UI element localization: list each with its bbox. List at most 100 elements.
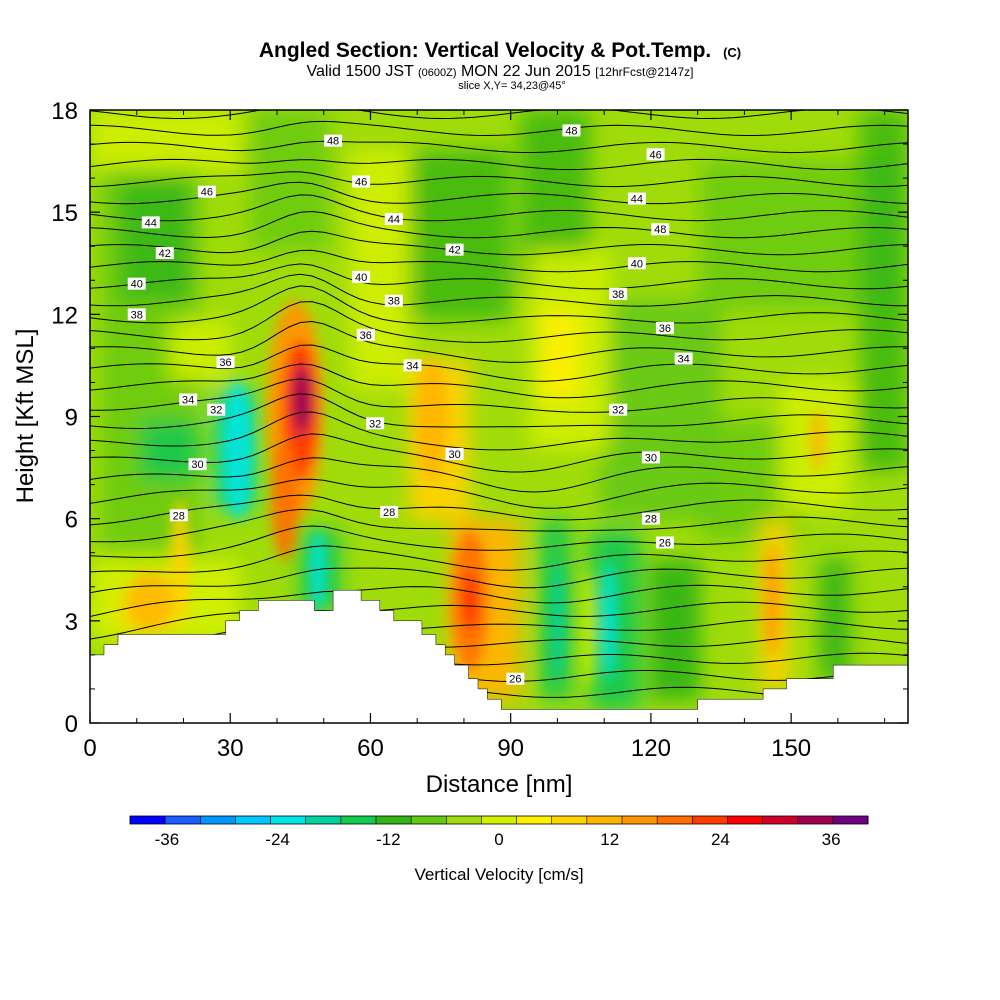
colorbar-swatch xyxy=(270,816,307,824)
isentrope-line xyxy=(90,273,908,307)
isentrope-line xyxy=(90,285,908,324)
isentrope-line xyxy=(90,433,908,473)
contour-label: 28 xyxy=(380,505,399,519)
y-tick-label: 18 xyxy=(51,98,78,125)
colorbar-swatch xyxy=(481,816,517,824)
contour-label-text: 40 xyxy=(631,258,643,270)
colorbar-tick-label: 36 xyxy=(822,830,841,849)
contour-labels: 48 48 48 46 46 46 44 44 44 42 42 40 40 40 38 38 38 36 36 36… xyxy=(127,124,693,686)
contour-label: 48 xyxy=(324,134,343,148)
isentrope-line xyxy=(90,210,908,239)
colorbar-tick-label: 12 xyxy=(600,830,619,849)
potential-temperature-contours xyxy=(90,110,908,723)
contour-label: 30 xyxy=(188,458,207,471)
colorbar-swatch xyxy=(586,816,623,824)
contour-label-text: 26 xyxy=(509,674,521,686)
contour-label: 48 xyxy=(651,223,670,236)
contour-label: 46 xyxy=(646,148,665,161)
contour-label: 40 xyxy=(127,277,146,291)
x-tick-label: 0 xyxy=(83,735,96,762)
colorbar-swatch xyxy=(200,816,236,824)
colorbar-swatch xyxy=(692,816,728,824)
y-tick-label: 9 xyxy=(65,405,78,432)
x-tick-label: 120 xyxy=(631,735,671,762)
contour-label: 36 xyxy=(216,356,235,369)
colorbar-swatch xyxy=(446,816,482,824)
contour-label: 48 xyxy=(562,124,581,137)
colorbar-label: Vertical Velocity [cm/s] xyxy=(414,865,583,884)
isentrope-line xyxy=(90,363,908,399)
contour-label-text: 34 xyxy=(406,360,418,372)
isentrope-line xyxy=(90,567,908,594)
contour-label-text: 30 xyxy=(191,459,203,471)
isentrope-line xyxy=(90,601,908,640)
contour-label-text: 38 xyxy=(612,289,624,301)
contour-label: 42 xyxy=(155,247,174,260)
y-tick-label: 15 xyxy=(51,200,78,227)
isentrope-line xyxy=(90,263,908,290)
colorbar-frame xyxy=(129,815,869,825)
contour-label: 42 xyxy=(445,243,464,257)
isentrope-line xyxy=(90,181,908,205)
contour-label: 46 xyxy=(352,175,371,189)
contour-label-text: 34 xyxy=(182,394,194,406)
chart-subtitle: Valid 1500 JST (0600Z) MON 22 Jun 2015 [… xyxy=(306,63,693,80)
isentrope-line xyxy=(90,457,908,493)
x-tick-label: 30 xyxy=(217,735,244,762)
colorbar-swatch xyxy=(305,816,342,824)
contour-label-text: 28 xyxy=(173,510,185,522)
contour-label-text: 26 xyxy=(659,538,671,550)
colorbar-tick-label: -36 xyxy=(155,830,180,849)
contour-label-text: 48 xyxy=(327,136,339,148)
contour-label-text: 46 xyxy=(649,149,661,161)
isentrope-line xyxy=(90,301,908,343)
contour-label: 44 xyxy=(141,216,160,229)
colorbar-swatch xyxy=(516,816,553,824)
contour-label-text: 30 xyxy=(645,452,657,464)
x-tick-label: 90 xyxy=(497,735,524,762)
contour-label: 32 xyxy=(366,417,385,430)
contour-label-text: 38 xyxy=(131,309,143,321)
isentrope-line xyxy=(90,478,908,509)
isentrope-line xyxy=(90,158,908,171)
contour-label: 34 xyxy=(403,359,422,372)
terrain xyxy=(90,589,908,723)
isentrope-line xyxy=(90,140,908,154)
contour-label-text: 36 xyxy=(219,357,231,369)
contour-label-text: 44 xyxy=(388,214,400,226)
contour-label-text: 34 xyxy=(678,354,690,366)
x-tick-label: 150 xyxy=(771,735,811,762)
contour-label: 32 xyxy=(609,403,628,417)
colorbar-swatch xyxy=(235,816,271,824)
contour-label-text: 42 xyxy=(448,245,460,257)
contour-label: 40 xyxy=(627,257,646,270)
isentrope-line xyxy=(90,120,908,137)
contour-label: 38 xyxy=(384,294,403,308)
contour-label: 36 xyxy=(655,321,674,335)
contour-label-text: 28 xyxy=(645,514,657,526)
contour-label: 36 xyxy=(356,328,375,342)
isentrope-line xyxy=(90,378,908,413)
contour-label: 32 xyxy=(207,403,226,417)
colorbar-swatch xyxy=(130,816,166,824)
isentrope-line xyxy=(90,171,908,188)
forecast-tag: [12hrFcst@2147z] xyxy=(595,65,693,79)
colorbar-swatch xyxy=(165,816,201,824)
chart-title: Angled Section: Vertical Velocity & Pot.… xyxy=(259,39,741,62)
contour-label: 34 xyxy=(179,393,198,406)
contour-label: 28 xyxy=(641,512,660,526)
contour-label: 46 xyxy=(197,185,216,199)
chart-title-units: (C) xyxy=(723,45,741,60)
contour-label-text: 46 xyxy=(355,177,367,189)
isentrope-line xyxy=(90,320,908,363)
colorbar-swatch xyxy=(376,816,412,824)
contour-label: 44 xyxy=(627,192,646,206)
isentrope-line xyxy=(90,508,908,543)
contour-label: 26 xyxy=(506,672,525,686)
contour-label-text: 40 xyxy=(355,272,367,284)
contour-label: 38 xyxy=(609,287,628,301)
contour-label-text: 36 xyxy=(360,330,372,342)
isentrope-line xyxy=(90,545,908,573)
isentrope-line xyxy=(90,194,908,222)
valid-prefix: Valid 1500 JST xyxy=(306,63,414,80)
